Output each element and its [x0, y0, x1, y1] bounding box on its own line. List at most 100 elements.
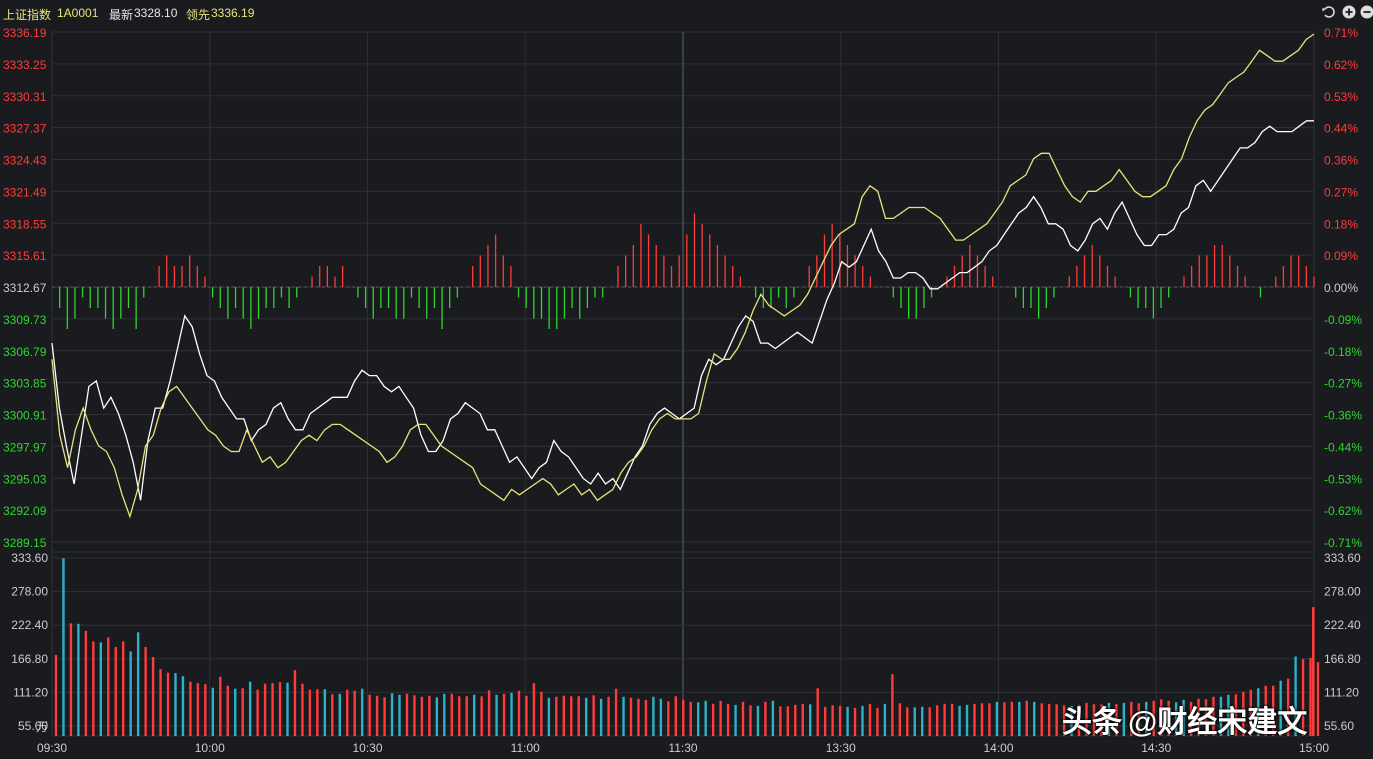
volume-bar — [256, 689, 259, 736]
volume-tick-left: 333.60 — [11, 551, 48, 565]
volume-bar — [711, 703, 715, 736]
volume-bar — [480, 696, 483, 736]
volume-bar — [1100, 704, 1103, 736]
volume-bar — [577, 696, 580, 736]
volume-bar — [749, 705, 752, 736]
volume-bar — [263, 683, 267, 736]
volume-bar — [271, 683, 274, 736]
volume-bar — [1249, 689, 1252, 736]
volume-bar — [1167, 700, 1170, 736]
volume-bar — [248, 681, 252, 736]
volume-bar — [1115, 703, 1118, 736]
volume-bar — [99, 642, 103, 736]
volume-bar — [114, 646, 117, 736]
y-left-tick-label: 3315.61 — [3, 249, 47, 263]
volume-bar — [682, 699, 685, 736]
volume-bar — [1212, 696, 1215, 736]
volume-bar — [599, 698, 603, 736]
y-left-tick-label: 3303.85 — [3, 377, 47, 391]
volume-bar — [525, 695, 528, 736]
volume-bar — [584, 697, 588, 736]
volume-bar — [346, 689, 349, 736]
volume-bar — [644, 699, 648, 736]
volume-bar — [174, 673, 177, 736]
y-left-tick-label: 3300.91 — [3, 409, 47, 423]
volume-bar — [726, 703, 730, 736]
volume-tick-left: 278.00 — [11, 585, 48, 599]
undo-icon[interactable] — [1321, 4, 1337, 20]
volume-bar — [637, 698, 640, 736]
volume-bar — [1122, 702, 1126, 736]
zoom-in-icon[interactable] — [1341, 4, 1357, 20]
volume-bar — [144, 646, 147, 736]
volume-tick-right: 333.60 — [1324, 551, 1361, 565]
volume-bar — [555, 696, 558, 736]
volume-bar — [107, 637, 110, 736]
volume-bar — [614, 688, 618, 736]
watermark-text: @财经宋建文 — [1128, 706, 1308, 739]
volume-bar — [159, 669, 162, 736]
volume-bar — [562, 695, 565, 736]
x-tick-label: 11:00 — [511, 741, 540, 755]
volume-bar — [921, 706, 924, 736]
latest-price-label: 最新 — [109, 8, 134, 22]
volume-bar — [353, 690, 356, 736]
y-left-tick-label: 3312.67 — [3, 281, 47, 295]
volume-bar — [1107, 702, 1111, 736]
x-tick-label: 13:30 — [826, 741, 856, 755]
volume-bar — [906, 707, 909, 736]
y-left-tick-label: 3306.79 — [3, 345, 47, 359]
volume-bar — [1070, 705, 1073, 736]
y-left-tick-label: 3324.43 — [3, 154, 47, 168]
volume-bar — [607, 696, 610, 736]
volume-bar — [876, 707, 879, 736]
y-left-tick-label: 3309.73 — [3, 313, 47, 327]
volume-bar — [375, 695, 379, 736]
volume-bar — [883, 703, 887, 736]
volume-bar — [331, 694, 334, 736]
x-tick-label: 11:30 — [668, 741, 697, 755]
volume-tick-right: 278.00 — [1324, 585, 1361, 599]
volume-bar — [226, 685, 229, 736]
volume-bar — [809, 704, 812, 736]
volume-bar — [413, 695, 416, 736]
y-right-tick-label: -0.27% — [1324, 377, 1362, 391]
y-left-tick-label: 3318.55 — [3, 217, 47, 231]
volume-bar — [1309, 658, 1312, 736]
volume-bar — [443, 693, 446, 736]
volume-bar — [62, 558, 65, 736]
volume-bar — [1137, 703, 1140, 736]
volume-bar — [1189, 701, 1193, 736]
y-left-tick-label: 3327.37 — [3, 122, 47, 136]
x-tick-label: 14:30 — [1141, 741, 1171, 755]
volume-bar — [532, 683, 536, 736]
latest-price-value: 3328.10 — [134, 6, 178, 20]
zoom-out-icon[interactable] — [1359, 4, 1373, 20]
volume-bar — [1316, 662, 1320, 736]
volume-bar — [547, 697, 551, 736]
volume-bar — [958, 705, 961, 736]
index-code: 1A0001 — [57, 6, 99, 20]
volume-bar — [458, 696, 461, 736]
x-tick-label: 14:00 — [983, 741, 1013, 755]
volume-tick-right: 222.40 — [1324, 618, 1361, 632]
volume-bar — [846, 706, 849, 736]
volume-bar — [570, 696, 573, 736]
index-name: 上证指数 — [3, 8, 52, 22]
volume-bar — [891, 674, 894, 736]
x-tick-label: 09:30 — [37, 741, 67, 755]
volume-bar — [360, 688, 364, 736]
volume-bar — [794, 704, 797, 736]
volume-bar-last — [1312, 607, 1315, 736]
x-tick-label: 10:00 — [195, 741, 225, 755]
volume-bar — [435, 697, 439, 736]
y-right-tick-label: 0.36% — [1324, 154, 1358, 168]
volume-bar — [219, 676, 222, 736]
volume-bar — [398, 694, 401, 736]
volume-bar — [1062, 705, 1066, 736]
volume-bar — [629, 697, 633, 736]
volume-bar — [540, 691, 543, 736]
volume-bar — [1077, 704, 1081, 736]
volume-bar — [823, 706, 827, 736]
